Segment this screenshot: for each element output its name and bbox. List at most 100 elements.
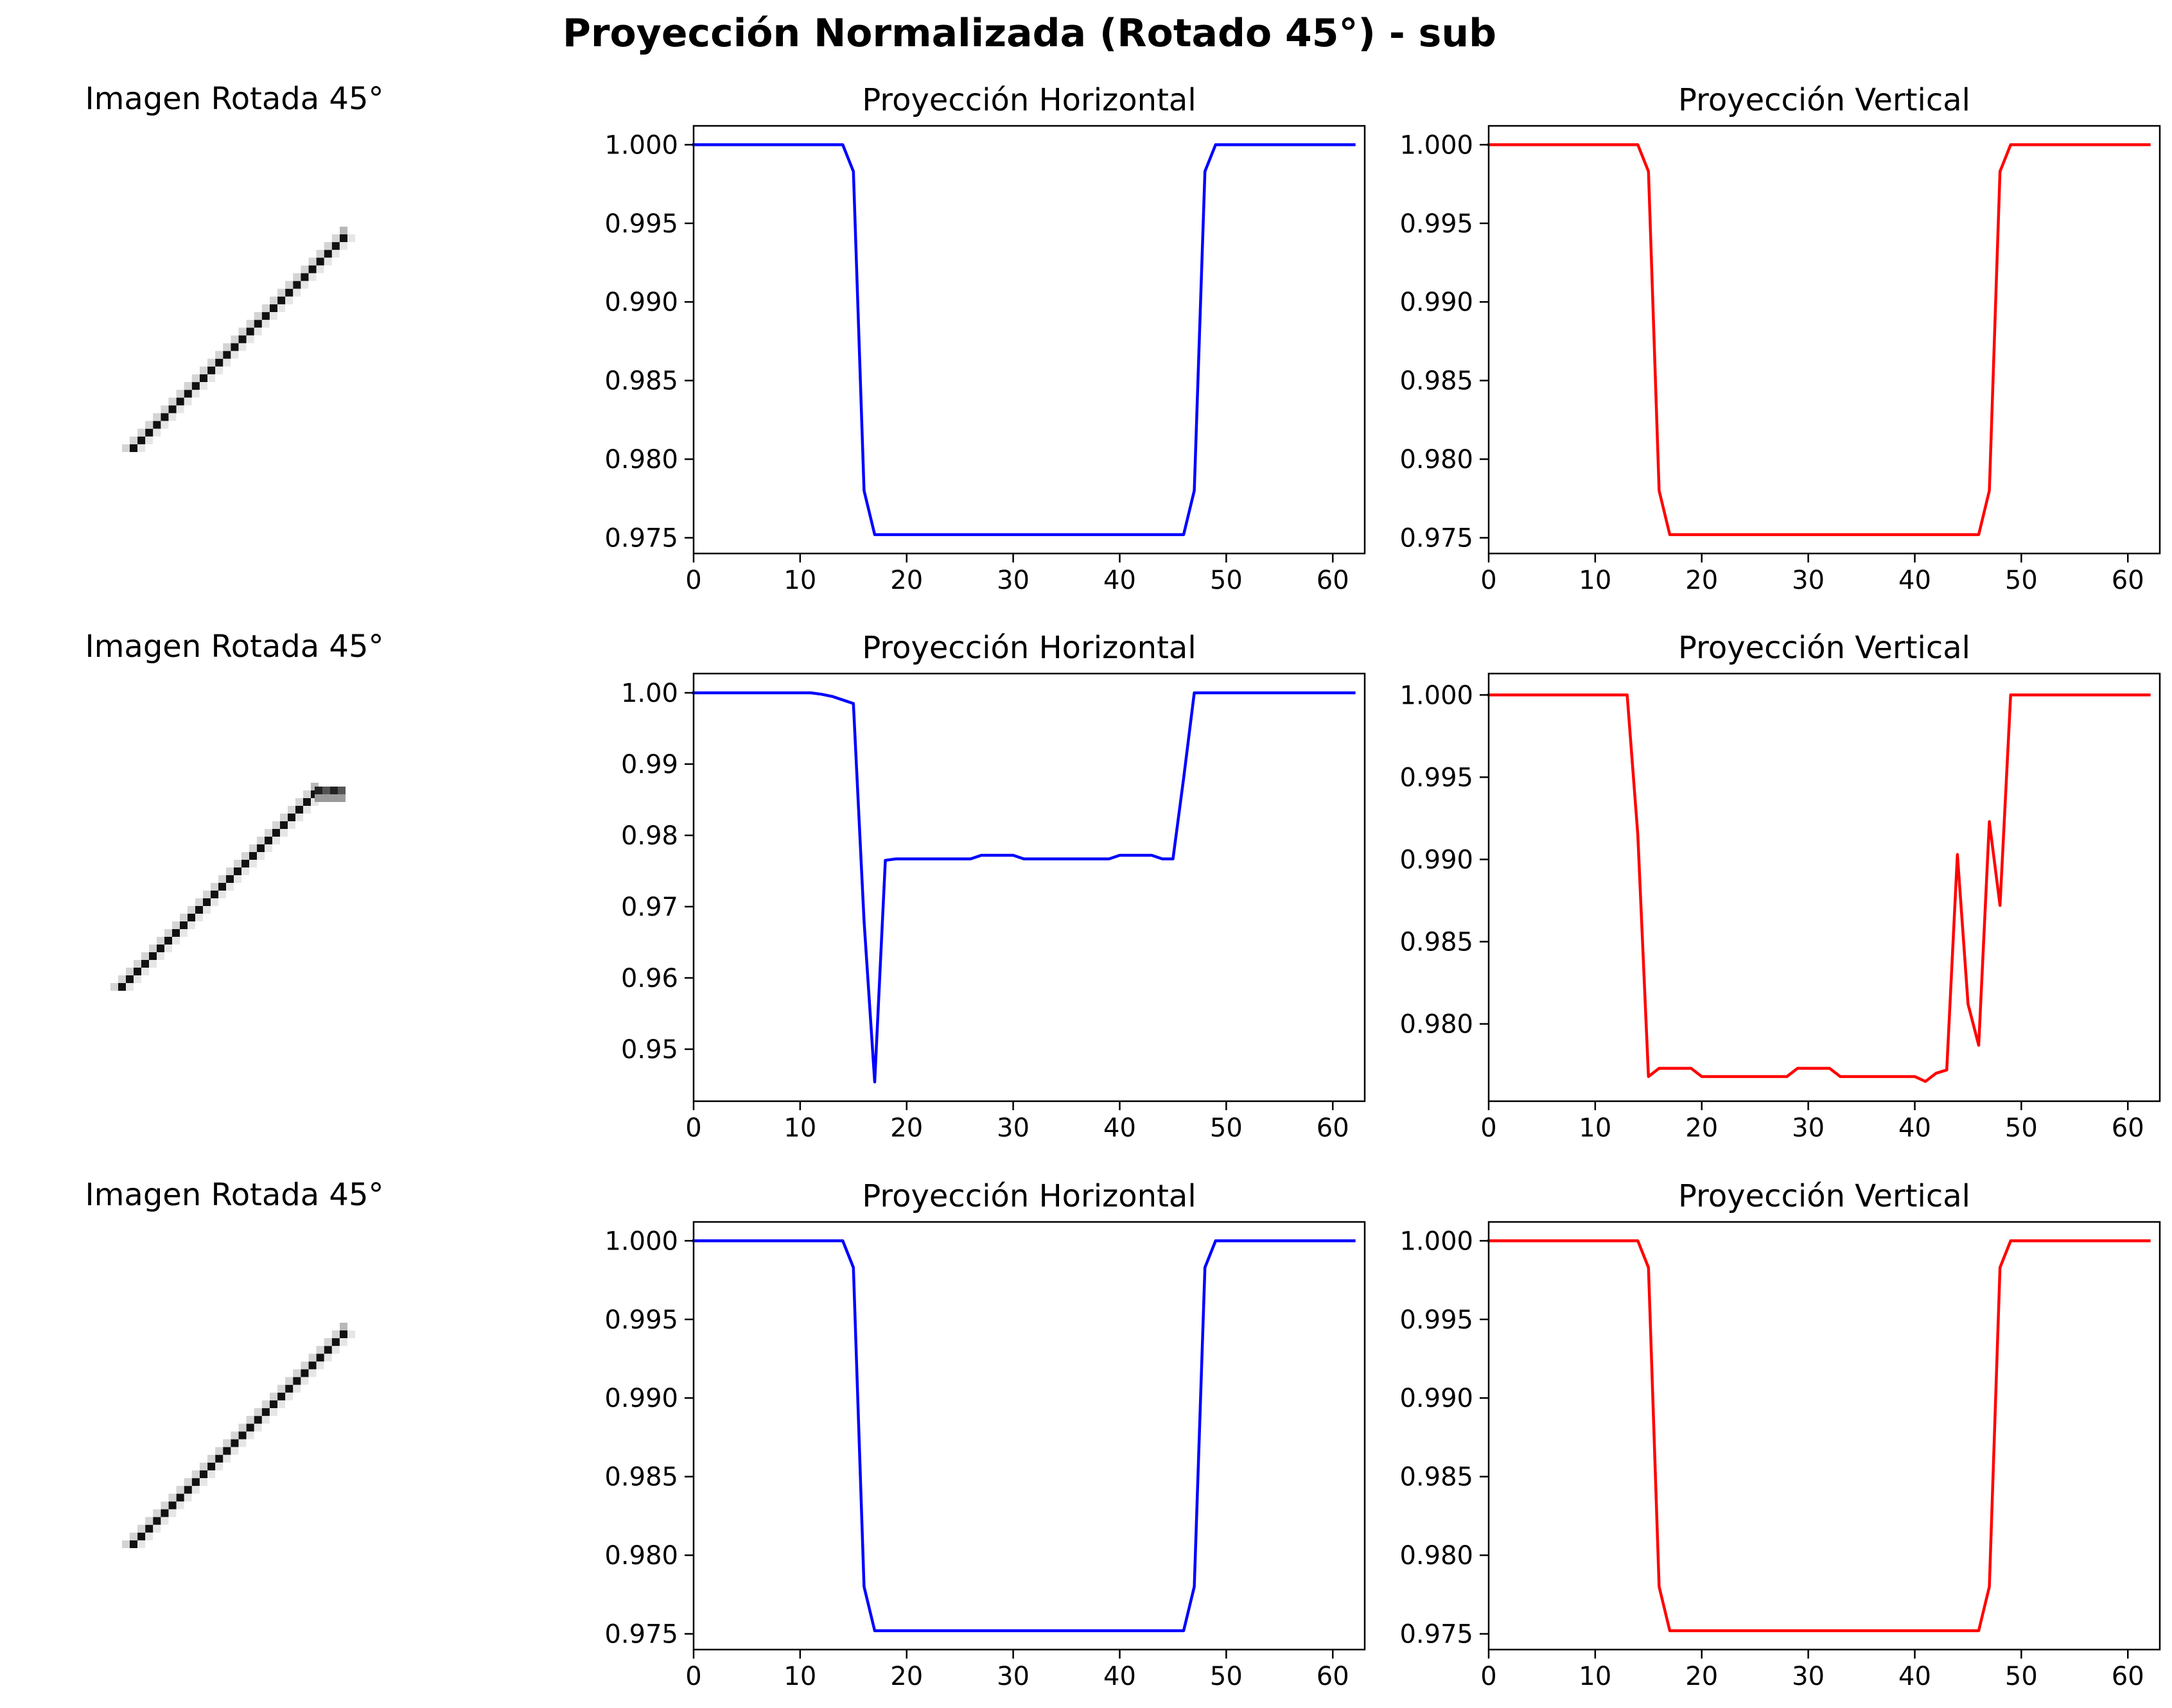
pixel-halo — [270, 296, 278, 304]
pixel-core — [331, 242, 340, 250]
pixel-halo — [246, 1431, 254, 1440]
image-panel-title-3: Imagen Rotada 45° — [85, 1177, 383, 1213]
y-tick-label: 0.980 — [1399, 1010, 1473, 1040]
pixel-core — [176, 397, 184, 406]
pixel-core — [191, 1478, 200, 1486]
pixel-halo — [288, 806, 295, 814]
pixel-halo — [218, 875, 226, 883]
pixel-halo — [161, 421, 169, 429]
pixel-halo — [246, 320, 254, 328]
pixel-core — [238, 1431, 247, 1440]
pixel-halo — [203, 906, 211, 914]
pixel-halo — [340, 227, 347, 234]
pixel-halo — [265, 829, 272, 837]
pixel-halo — [153, 1524, 161, 1533]
pixel-core — [288, 814, 295, 821]
chart-row1-horizontal: Proyección Horizontal 0 10 20 30 40 50 60 0.975 0… — [604, 82, 1366, 595]
pixel-halo — [324, 1354, 332, 1362]
x-tick-label: 30 — [1792, 1113, 1825, 1143]
pixel-core — [238, 335, 247, 344]
pixel-halo — [241, 852, 249, 860]
pixel-core — [149, 952, 157, 960]
y-tick-label: 1.000 — [1399, 130, 1473, 160]
pixel-core — [315, 787, 322, 794]
pixel-halo — [172, 937, 180, 945]
pixel-halo — [269, 312, 277, 320]
y-tick-label: 0.98 — [621, 821, 678, 851]
x-tick-label: 10 — [1579, 1113, 1611, 1143]
pixel-core — [293, 281, 301, 289]
pixel-core — [293, 1377, 301, 1385]
pixel-halo — [338, 794, 346, 802]
pixel-halo — [149, 960, 157, 968]
y-tick-label: 0.995 — [1399, 209, 1473, 239]
x-tick-label: 40 — [1103, 1113, 1136, 1143]
pixel-halo — [272, 821, 280, 829]
pixel-halo — [211, 883, 218, 891]
pixel-halo — [137, 1524, 146, 1533]
pixel-halo — [246, 1416, 254, 1424]
pixel-core — [270, 304, 277, 312]
pixel-core — [280, 821, 288, 829]
y-tick-label: 0.980 — [1399, 445, 1473, 475]
pixel-halo — [293, 288, 301, 297]
pixel-halo — [269, 1408, 277, 1416]
x-tick-label: 30 — [1792, 1662, 1825, 1691]
x-tick-label: 50 — [1210, 1662, 1243, 1691]
pixel-halo — [238, 1439, 247, 1447]
pixel-halo — [280, 829, 288, 837]
pixel-core — [153, 1517, 161, 1525]
pixel-core — [254, 320, 262, 328]
pixel-core — [265, 837, 272, 844]
pixel-halo — [176, 1486, 184, 1494]
pixel-halo — [191, 1486, 200, 1494]
pixel-halo — [254, 1408, 262, 1416]
pixel-core — [141, 960, 149, 968]
pixel-halo — [161, 405, 169, 414]
pixel-core — [231, 1439, 239, 1447]
series-line-0 — [1487, 693, 2151, 1083]
pixel-halo — [184, 397, 192, 406]
pixel-halo — [277, 1384, 286, 1393]
pixel-core — [153, 421, 161, 429]
pixel-halo — [339, 242, 347, 250]
pixel-halo — [308, 1369, 317, 1377]
series-line-0 — [692, 691, 1356, 1084]
pixel-halo — [301, 281, 309, 289]
pixel-core — [301, 1369, 309, 1377]
pixel-core — [218, 883, 226, 891]
y-tick-label: 0.990 — [604, 288, 678, 317]
y-tick-label: 0.95 — [621, 1035, 678, 1065]
pixel-halo — [200, 1462, 208, 1470]
pixel-halo — [153, 1509, 161, 1517]
pixel-halo — [207, 374, 215, 382]
pixel-core — [134, 968, 141, 975]
x-tick-label: 60 — [2112, 1662, 2144, 1691]
chart-title: Proyección Horizontal — [862, 630, 1196, 666]
pixel-core — [308, 1361, 317, 1370]
y-tick-label: 0.980 — [604, 1541, 678, 1571]
pixel-halo — [238, 327, 247, 336]
pixel-halo — [254, 1424, 262, 1432]
pixel-core — [172, 929, 180, 937]
pixel-halo — [137, 444, 145, 452]
pixel-halo — [195, 898, 203, 906]
pixel-halo — [231, 1447, 239, 1455]
axes-frame — [692, 1221, 1366, 1651]
x-tick-label: 60 — [2112, 566, 2144, 595]
pixel-halo — [340, 1323, 347, 1330]
y-tick-label: 0.990 — [1399, 845, 1473, 875]
x-tick-label: 30 — [997, 566, 1029, 595]
pixel-core — [164, 937, 172, 945]
pixel-halo — [184, 382, 192, 390]
pixel-halo — [285, 281, 293, 289]
axes-frame — [692, 672, 1366, 1102]
x-tick-label: 60 — [1317, 566, 1349, 595]
pixel-core — [322, 787, 330, 794]
x-tick-label: 10 — [784, 566, 816, 595]
pixel-halo — [262, 304, 270, 312]
pixel-halo — [200, 366, 208, 374]
pixel-halo — [164, 929, 172, 937]
rotated-image-1 — [122, 227, 355, 452]
pixel-core — [200, 1470, 207, 1478]
